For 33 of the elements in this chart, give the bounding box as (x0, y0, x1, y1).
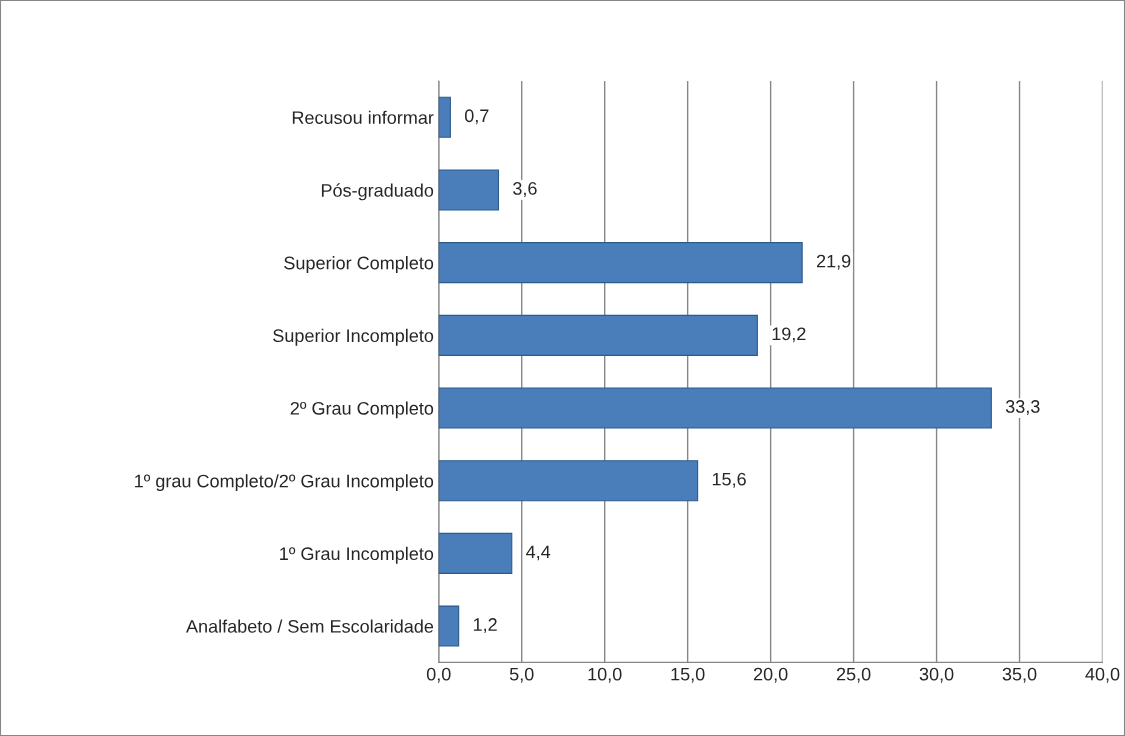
bar (438, 532, 513, 574)
bar (438, 314, 758, 356)
y-tick-label: Pós-graduado (321, 183, 434, 201)
data-label: 15,6 (712, 472, 746, 488)
y-tick-label: Analfabeto / Sem Escolaridade (186, 619, 434, 633)
y-tick-label: 2º Grau Completo (290, 401, 434, 419)
data-label: 21,9 (816, 254, 851, 270)
bar (438, 96, 451, 138)
x-tick-label: 10,0 (588, 667, 622, 683)
x-tick-label: 0,0 (426, 667, 451, 683)
y-tick-label: 1º Grau Incompleto (280, 546, 434, 564)
bar (438, 460, 699, 502)
data-label: 19,2 (772, 327, 806, 343)
x-tick-label: 25,0 (836, 667, 871, 683)
y-tick-label: 1º grau Completo/2º Grau Incompleto (135, 474, 434, 491)
data-label: 33,3 (1005, 400, 1040, 415)
x-tick-label: 30,0 (919, 667, 954, 683)
y-tick-label: Recusou informar (292, 110, 434, 125)
y-tick-label: Superior Completo (284, 256, 434, 273)
data-label: 4,4 (526, 545, 551, 561)
x-tick-label: 15,0 (671, 667, 705, 683)
x-tick-label: 35,0 (1002, 667, 1037, 683)
data-label: 3,6 (513, 182, 537, 197)
x-tick-label: 40,0 (1085, 667, 1120, 683)
data-label: 1,2 (473, 618, 497, 634)
bar (438, 387, 992, 429)
x-tick-label: 5,0 (509, 667, 534, 683)
bar (438, 242, 803, 284)
data-label: 0,7 (464, 109, 489, 125)
x-tick-label: 20,0 (753, 667, 788, 683)
bar (438, 605, 460, 647)
bar (438, 169, 500, 211)
y-tick-label: Superior Incompleto (273, 328, 434, 346)
